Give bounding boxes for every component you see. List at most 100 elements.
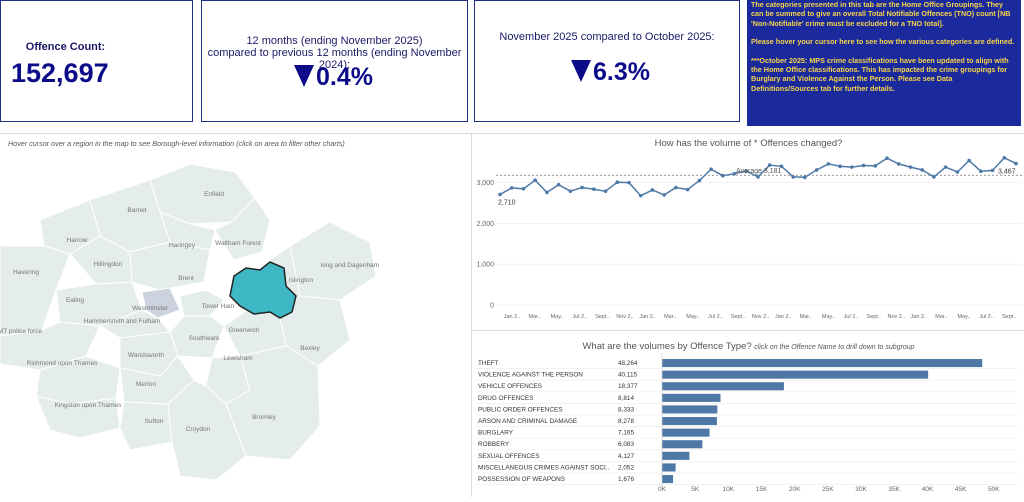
offence-value: 8,278 [618, 418, 634, 425]
trend-point[interactable] [979, 169, 983, 174]
bar-row[interactable]: VIOLENCE AGAINST THE PERSON 40,115 [476, 370, 1017, 381]
offence-bar[interactable] [662, 417, 717, 426]
bar-row[interactable]: SEXUAL OFFENCES 4,127 [476, 451, 1017, 462]
trend-point[interactable] [732, 171, 737, 176]
trend-point[interactable] [744, 169, 749, 174]
borough-croydon[interactable] [167, 379, 247, 481]
offence-name[interactable]: PUBLIC ORDER OFFENCES [478, 406, 563, 413]
offence-bar[interactable] [662, 475, 674, 484]
trend-point[interactable] [650, 188, 655, 192]
offence-name[interactable]: ARSON AND CRIMINAL DAMAGE [478, 418, 577, 425]
offence-bar[interactable] [662, 451, 690, 460]
trend-point[interactable] [932, 175, 936, 179]
trend-point[interactable] [521, 186, 526, 191]
trend-point[interactable] [685, 187, 690, 192]
trend-point[interactable] [533, 178, 537, 182]
trend-point[interactable] [779, 164, 784, 169]
bar-row[interactable]: VEHICLE OFFENCES 18,377 [476, 382, 1017, 393]
offence-trend-line-chart[interactable]: 0 1,000 2,000 3,000 Jan 2.. Mar.. May.. Jul 2.… [472, 150, 1024, 330]
offence-bar[interactable] [662, 359, 983, 368]
trend-point[interactable] [509, 186, 514, 190]
offence-bar[interactable] [662, 463, 676, 472]
trend-point[interactable] [791, 175, 795, 179]
borough-waltham-forest[interactable] [214, 197, 271, 261]
trend-point[interactable] [638, 193, 643, 198]
trend-point[interactable] [721, 173, 725, 178]
trend-point[interactable] [1014, 161, 1018, 166]
trend-point[interactable] [873, 164, 878, 168]
borough-haringey[interactable] [159, 211, 216, 251]
borough-hounslow[interactable] [0, 321, 101, 371]
offence-name[interactable]: POSSESSION OF WEAPONS [478, 476, 565, 483]
trend-point[interactable] [556, 182, 561, 187]
trend-point[interactable] [662, 193, 666, 197]
trend-point[interactable] [838, 164, 842, 169]
borough-sutton[interactable] [119, 401, 173, 451]
trend-point[interactable] [498, 192, 502, 197]
offence-name[interactable]: MISCELLANEOUS CRIMES AGAINST SOCI.. [478, 464, 610, 471]
offence-name[interactable]: SEXUAL OFFENCES [478, 453, 540, 460]
trend-point[interactable] [545, 190, 549, 195]
bar-x-tick-label: 5K [691, 486, 700, 493]
trend-point[interactable] [709, 167, 713, 171]
bar-row[interactable]: THEFT 48,264 [476, 359, 1017, 369]
bar-x-tick-label: 15K [756, 486, 768, 493]
offence-bar[interactable] [662, 370, 929, 379]
trend-point[interactable] [568, 189, 573, 193]
trend-point[interactable] [826, 162, 831, 166]
trend-point[interactable] [803, 175, 807, 180]
trend-point[interactable] [814, 168, 819, 172]
trend-point[interactable] [920, 168, 924, 172]
trend-point[interactable] [615, 180, 620, 185]
london-map-svg[interactable]: Enfield Barnet Haringey Waltham Forest Harro… [0, 150, 470, 497]
bar-row[interactable]: ROBBERY 6,083 [476, 440, 1017, 451]
trend-point[interactable] [861, 163, 866, 168]
trend-point[interactable] [697, 178, 702, 183]
trend-point[interactable] [955, 170, 960, 174]
bar-row[interactable]: MISCELLANEOUS CRIMES AGAINST SOCI.. 2,052 [476, 463, 1017, 474]
bar-row[interactable]: ARSON AND CRIMINAL DAMAGE 8,278 [476, 417, 1017, 427]
trend-point[interactable] [896, 162, 901, 166]
borough-westminster[interactable] [141, 287, 181, 319]
x-tick-label: May.. [686, 314, 700, 320]
trend-point[interactable] [674, 185, 678, 190]
bar-row[interactable]: DRUG OFFENCES 8,814 [476, 393, 1017, 404]
trend-point[interactable] [627, 180, 631, 185]
trend-point[interactable] [885, 156, 889, 160]
trend-point[interactable] [943, 165, 948, 169]
borough-havering[interactable] [289, 221, 377, 301]
borough-tower-hamlets[interactable] [179, 289, 225, 317]
borough-map[interactable]: Enfield Barnet Haringey Waltham Forest Harro… [0, 150, 470, 497]
offence-name[interactable]: ROBBERY [478, 441, 510, 448]
trend-point[interactable] [850, 165, 854, 169]
offence-name[interactable]: VEHICLE OFFENCES [478, 383, 542, 390]
trend-point[interactable] [1002, 155, 1007, 160]
offence-name[interactable]: THEFT [478, 360, 499, 367]
trend-point[interactable] [967, 158, 971, 163]
offence-bar[interactable] [662, 428, 710, 437]
offence-value: 4,127 [618, 453, 634, 460]
category-info-note[interactable]: The categories presented in this tab are… [747, 0, 1021, 126]
offence-bar[interactable] [662, 393, 721, 402]
offence-bar[interactable] [662, 405, 718, 414]
offence-name[interactable]: VIOLENCE AGAINST THE PERSON [478, 372, 583, 379]
borough-islington[interactable] [129, 241, 211, 291]
borough-hammersmith[interactable] [98, 309, 171, 339]
offence-bar[interactable] [662, 440, 703, 449]
trend-point[interactable] [756, 175, 760, 179]
trend-point[interactable] [603, 189, 608, 193]
trend-point[interactable] [592, 187, 596, 191]
borough-bromley[interactable] [225, 345, 321, 461]
offence-name[interactable]: DRUG OFFENCES [478, 395, 533, 402]
bar-row[interactable]: BURGLARY 7,165 [476, 428, 1017, 439]
bar-row[interactable]: POSSESSION OF WEAPONS 1,676 [476, 475, 1017, 485]
offence-type-bar-chart[interactable]: THEFT 48,264 VIOLENCE AGAINST THE PERSON 40… [472, 353, 1024, 497]
trend-point[interactable] [767, 163, 772, 167]
offence-bar[interactable] [662, 382, 784, 391]
trend-point[interactable] [990, 168, 995, 173]
trend-point[interactable] [580, 185, 584, 190]
borough-newham-highlight[interactable] [229, 261, 297, 319]
trend-point[interactable] [908, 165, 913, 169]
bar-row[interactable]: PUBLIC ORDER OFFENCES 8,333 [476, 405, 1017, 416]
offence-name[interactable]: BURGLARY [478, 430, 514, 437]
